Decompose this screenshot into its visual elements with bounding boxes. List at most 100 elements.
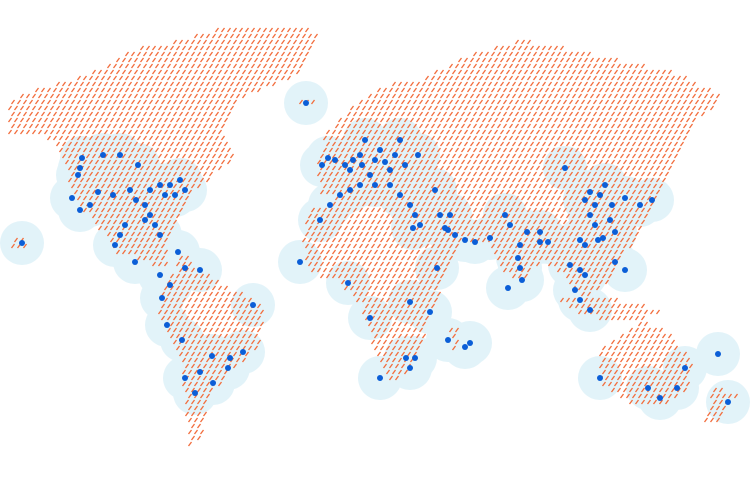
land-dash-indonesia xyxy=(643,309,649,315)
land-dash-eurasia xyxy=(490,231,496,237)
location-dot-icon xyxy=(434,265,440,271)
land-dash-eurasia xyxy=(442,159,448,165)
land-dash-north-america xyxy=(157,165,163,171)
land-dash-north-america xyxy=(97,165,103,171)
land-dash-eurasia xyxy=(442,147,448,153)
land-dash-eurasia xyxy=(628,123,634,129)
land-dash-eurasia xyxy=(457,165,463,171)
land-dash-eurasia xyxy=(511,153,517,159)
land-dash-north-america xyxy=(121,129,127,135)
land-dash-south-america xyxy=(196,315,202,321)
land-dash-eurasia xyxy=(694,111,700,117)
land-dash-eurasia xyxy=(592,147,598,153)
land-dash-eurasia xyxy=(514,135,520,141)
land-dash-south-america xyxy=(202,327,208,333)
land-dash-south-america xyxy=(202,339,208,345)
land-dash-africa xyxy=(364,255,370,261)
land-dash-eurasia xyxy=(478,135,484,141)
land-dash-eurasia xyxy=(463,69,469,75)
land-dash-eurasia xyxy=(352,123,358,129)
land-dash-africa xyxy=(331,225,337,231)
land-dash-eurasia xyxy=(361,117,367,123)
land-dash-eurasia xyxy=(352,171,358,177)
land-dash-eurasia xyxy=(619,165,625,171)
land-dash-eurasia xyxy=(631,189,637,195)
land-dash-eurasia xyxy=(493,93,499,99)
land-dash-eurasia xyxy=(622,231,628,237)
land-dash-south-america xyxy=(241,357,247,363)
land-dash-eurasia xyxy=(529,249,535,255)
land-dash-australia xyxy=(685,369,691,375)
land-dash-eurasia xyxy=(559,177,565,183)
land-dash-eurasia xyxy=(409,177,415,183)
land-dash-africa xyxy=(430,255,436,261)
land-dash-north-america xyxy=(226,27,232,33)
land-dash-north-america xyxy=(106,207,112,213)
land-dash-south-america xyxy=(175,345,181,351)
land-dash-north-america xyxy=(124,231,130,237)
land-dash-africa xyxy=(394,291,400,297)
land-dash-eurasia xyxy=(475,213,481,219)
land-dash-africa xyxy=(382,339,388,345)
land-dash-eurasia xyxy=(385,177,391,183)
land-dash-eurasia xyxy=(496,87,502,93)
land-dash-africa xyxy=(382,231,388,237)
land-dash-north-america xyxy=(157,69,163,75)
land-dash-africa xyxy=(415,297,421,303)
land-dash-eurasia xyxy=(643,93,649,99)
land-dash-eurasia xyxy=(688,87,694,93)
land-dash-africa xyxy=(310,243,316,249)
land-dash-eurasia xyxy=(586,279,592,285)
land-dash-eurasia xyxy=(568,63,574,69)
land-dash-south-america xyxy=(208,375,214,381)
land-dash-north-america xyxy=(106,195,112,201)
land-dash-eurasia xyxy=(370,123,376,129)
land-dash-africa xyxy=(397,321,403,327)
land-dash-south-america xyxy=(214,339,220,345)
land-dash-eurasia xyxy=(598,75,604,81)
land-dash-australia xyxy=(688,363,694,369)
land-dash-eurasia xyxy=(496,63,502,69)
land-dash-eurasia xyxy=(484,111,490,117)
land-dash-north-america xyxy=(175,45,181,51)
land-dash-south-america xyxy=(217,297,223,303)
location-dot-icon xyxy=(637,202,643,208)
land-dash-indonesia xyxy=(631,309,637,315)
land-dash-africa xyxy=(415,345,421,351)
land-dash-north-america xyxy=(190,51,196,57)
land-dash-north-america xyxy=(139,213,145,219)
location-dot-icon xyxy=(537,229,543,235)
land-dash-eurasia xyxy=(493,69,499,75)
land-dash-north-america xyxy=(112,183,118,189)
location-dot-icon xyxy=(545,239,551,245)
land-dash-eurasia xyxy=(481,177,487,183)
land-dash-eurasia xyxy=(520,63,526,69)
land-dash-north-america xyxy=(202,39,208,45)
land-dash-eurasia xyxy=(574,171,580,177)
land-dash-eurasia xyxy=(472,183,478,189)
land-dash-north-america xyxy=(52,99,58,105)
land-dash-eurasia xyxy=(487,105,493,111)
land-dash-africa xyxy=(385,213,391,219)
land-dash-eurasia xyxy=(625,201,631,207)
land-dash-eurasia xyxy=(469,201,475,207)
land-dash-north-america xyxy=(163,93,169,99)
land-dash-eurasia xyxy=(415,213,421,219)
land-dash-africa xyxy=(370,303,376,309)
land-dash-north-america xyxy=(259,69,265,75)
land-dash-north-america xyxy=(220,63,226,69)
land-dash-eurasia xyxy=(514,123,520,129)
location-dot-icon xyxy=(132,259,138,265)
land-dash-north-america xyxy=(184,255,190,261)
land-dash-north-america xyxy=(16,111,22,117)
land-dash-north-america xyxy=(205,165,211,171)
land-dash-eurasia xyxy=(655,117,661,123)
land-dash-eurasia xyxy=(373,117,379,123)
land-dash-south-america xyxy=(244,303,250,309)
land-dash-south-america xyxy=(226,327,232,333)
land-dash-south-america xyxy=(169,285,175,291)
land-dash-africa xyxy=(373,201,379,207)
land-dash-africa xyxy=(424,303,430,309)
land-dash-north-america xyxy=(136,243,142,249)
land-dash-north-america xyxy=(304,51,310,57)
